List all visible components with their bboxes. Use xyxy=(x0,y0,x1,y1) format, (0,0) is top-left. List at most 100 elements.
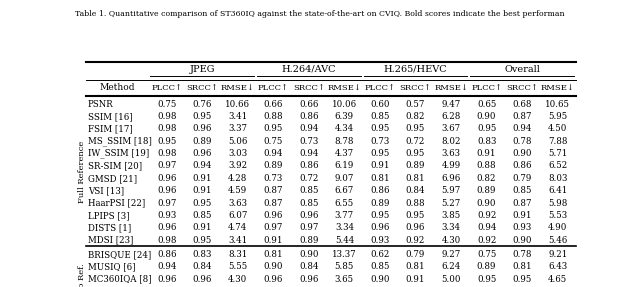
Text: 10.65: 10.65 xyxy=(545,100,570,108)
Text: 6.55: 6.55 xyxy=(335,199,354,208)
Text: 0.89: 0.89 xyxy=(477,186,497,195)
Text: 0.94: 0.94 xyxy=(299,149,319,158)
Text: 0.86: 0.86 xyxy=(299,161,319,170)
Text: 0.57: 0.57 xyxy=(406,100,425,108)
Text: 4.59: 4.59 xyxy=(228,186,248,195)
Text: 9.27: 9.27 xyxy=(442,250,461,259)
Text: 0.96: 0.96 xyxy=(264,275,283,284)
Text: 0.81: 0.81 xyxy=(264,250,283,259)
Text: 0.75: 0.75 xyxy=(264,137,283,146)
Text: 4.34: 4.34 xyxy=(335,124,354,133)
Text: Method: Method xyxy=(100,83,135,92)
Text: 0.87: 0.87 xyxy=(513,112,532,121)
Text: SRCC↑: SRCC↑ xyxy=(293,84,324,92)
Text: SRCC↑: SRCC↑ xyxy=(186,84,218,92)
Text: PLCC↑: PLCC↑ xyxy=(151,84,182,92)
Text: 3.67: 3.67 xyxy=(442,124,461,133)
Text: 0.85: 0.85 xyxy=(299,186,319,195)
Text: 3.63: 3.63 xyxy=(442,149,461,158)
Text: 0.68: 0.68 xyxy=(513,100,532,108)
Text: 0.97: 0.97 xyxy=(299,223,319,232)
Text: 5.06: 5.06 xyxy=(228,137,248,146)
Text: 0.82: 0.82 xyxy=(477,174,497,183)
Text: MC360IQA [8]: MC360IQA [8] xyxy=(88,275,152,284)
Text: 0.60: 0.60 xyxy=(370,100,390,108)
Text: 8.78: 8.78 xyxy=(335,137,354,146)
Text: 0.86: 0.86 xyxy=(370,186,390,195)
Text: 0.73: 0.73 xyxy=(264,174,283,183)
Text: 6.07: 6.07 xyxy=(228,211,248,220)
Text: 4.28: 4.28 xyxy=(228,174,248,183)
Text: 0.96: 0.96 xyxy=(157,174,176,183)
Text: 0.76: 0.76 xyxy=(193,100,212,108)
Text: 6.28: 6.28 xyxy=(442,112,461,121)
Text: 0.95: 0.95 xyxy=(406,149,425,158)
Text: 0.95: 0.95 xyxy=(193,112,212,121)
Text: 4.30: 4.30 xyxy=(442,236,461,245)
Text: 0.90: 0.90 xyxy=(370,275,390,284)
Text: 0.66: 0.66 xyxy=(264,100,283,108)
Text: Overall: Overall xyxy=(504,65,540,73)
Text: 0.95: 0.95 xyxy=(371,124,390,133)
Text: 0.90: 0.90 xyxy=(264,262,283,271)
Text: 0.88: 0.88 xyxy=(406,199,426,208)
Text: 3.63: 3.63 xyxy=(228,199,247,208)
Text: 4.50: 4.50 xyxy=(548,124,568,133)
Text: 5.55: 5.55 xyxy=(228,262,248,271)
Text: SRCC↑: SRCC↑ xyxy=(506,84,538,92)
Text: BRISQUE [24]: BRISQUE [24] xyxy=(88,250,151,259)
Text: MDSI [23]: MDSI [23] xyxy=(88,236,133,245)
Text: 0.82: 0.82 xyxy=(406,112,425,121)
Text: 0.96: 0.96 xyxy=(157,186,176,195)
Text: 0.91: 0.91 xyxy=(477,149,497,158)
Text: 0.94: 0.94 xyxy=(264,149,283,158)
Text: 0.96: 0.96 xyxy=(193,275,212,284)
Text: 0.85: 0.85 xyxy=(193,211,212,220)
Text: 9.21: 9.21 xyxy=(548,250,568,259)
Text: 3.41: 3.41 xyxy=(228,236,248,245)
Text: 0.88: 0.88 xyxy=(477,161,497,170)
Text: 0.95: 0.95 xyxy=(477,275,496,284)
Text: 0.85: 0.85 xyxy=(513,186,532,195)
Text: RMSE↓: RMSE↓ xyxy=(434,84,468,92)
Text: 0.90: 0.90 xyxy=(477,199,497,208)
Text: PLCC↑: PLCC↑ xyxy=(258,84,289,92)
Text: 0.84: 0.84 xyxy=(406,186,425,195)
Text: 0.66: 0.66 xyxy=(299,100,319,108)
Text: 0.62: 0.62 xyxy=(371,250,390,259)
Text: 3.03: 3.03 xyxy=(228,149,247,158)
Text: 4.30: 4.30 xyxy=(228,275,248,284)
Text: 0.78: 0.78 xyxy=(513,250,532,259)
Text: 0.89: 0.89 xyxy=(193,137,212,146)
Text: 0.91: 0.91 xyxy=(513,211,532,220)
Text: Full Reference: Full Reference xyxy=(78,141,86,203)
Text: 0.96: 0.96 xyxy=(193,149,212,158)
Text: 3.65: 3.65 xyxy=(335,275,354,284)
Text: 3.34: 3.34 xyxy=(335,223,354,232)
Text: 5.46: 5.46 xyxy=(548,236,567,245)
Text: LPIPS [3]: LPIPS [3] xyxy=(88,211,129,220)
Text: 0.65: 0.65 xyxy=(477,100,496,108)
Text: HaarPSI [22]: HaarPSI [22] xyxy=(88,199,145,208)
Text: 0.98: 0.98 xyxy=(157,236,177,245)
Text: 0.89: 0.89 xyxy=(477,262,497,271)
Text: 0.73: 0.73 xyxy=(371,137,390,146)
Text: 0.96: 0.96 xyxy=(157,275,176,284)
Text: 0.86: 0.86 xyxy=(157,250,177,259)
Text: 6.43: 6.43 xyxy=(548,262,567,271)
Text: 0.94: 0.94 xyxy=(513,124,532,133)
Text: 0.87: 0.87 xyxy=(264,186,283,195)
Text: 5.00: 5.00 xyxy=(442,275,461,284)
Text: 0.85: 0.85 xyxy=(370,112,390,121)
Text: 0.72: 0.72 xyxy=(299,174,319,183)
Text: 0.95: 0.95 xyxy=(264,124,283,133)
Text: 0.81: 0.81 xyxy=(370,174,390,183)
Text: 0.75: 0.75 xyxy=(477,250,496,259)
Text: 0.95: 0.95 xyxy=(513,275,532,284)
Text: PLCC↑: PLCC↑ xyxy=(364,84,396,92)
Text: 0.91: 0.91 xyxy=(264,236,283,245)
Text: 0.95: 0.95 xyxy=(371,211,390,220)
Text: 5.53: 5.53 xyxy=(548,211,567,220)
Text: 0.94: 0.94 xyxy=(157,262,176,271)
Text: 0.90: 0.90 xyxy=(477,112,497,121)
